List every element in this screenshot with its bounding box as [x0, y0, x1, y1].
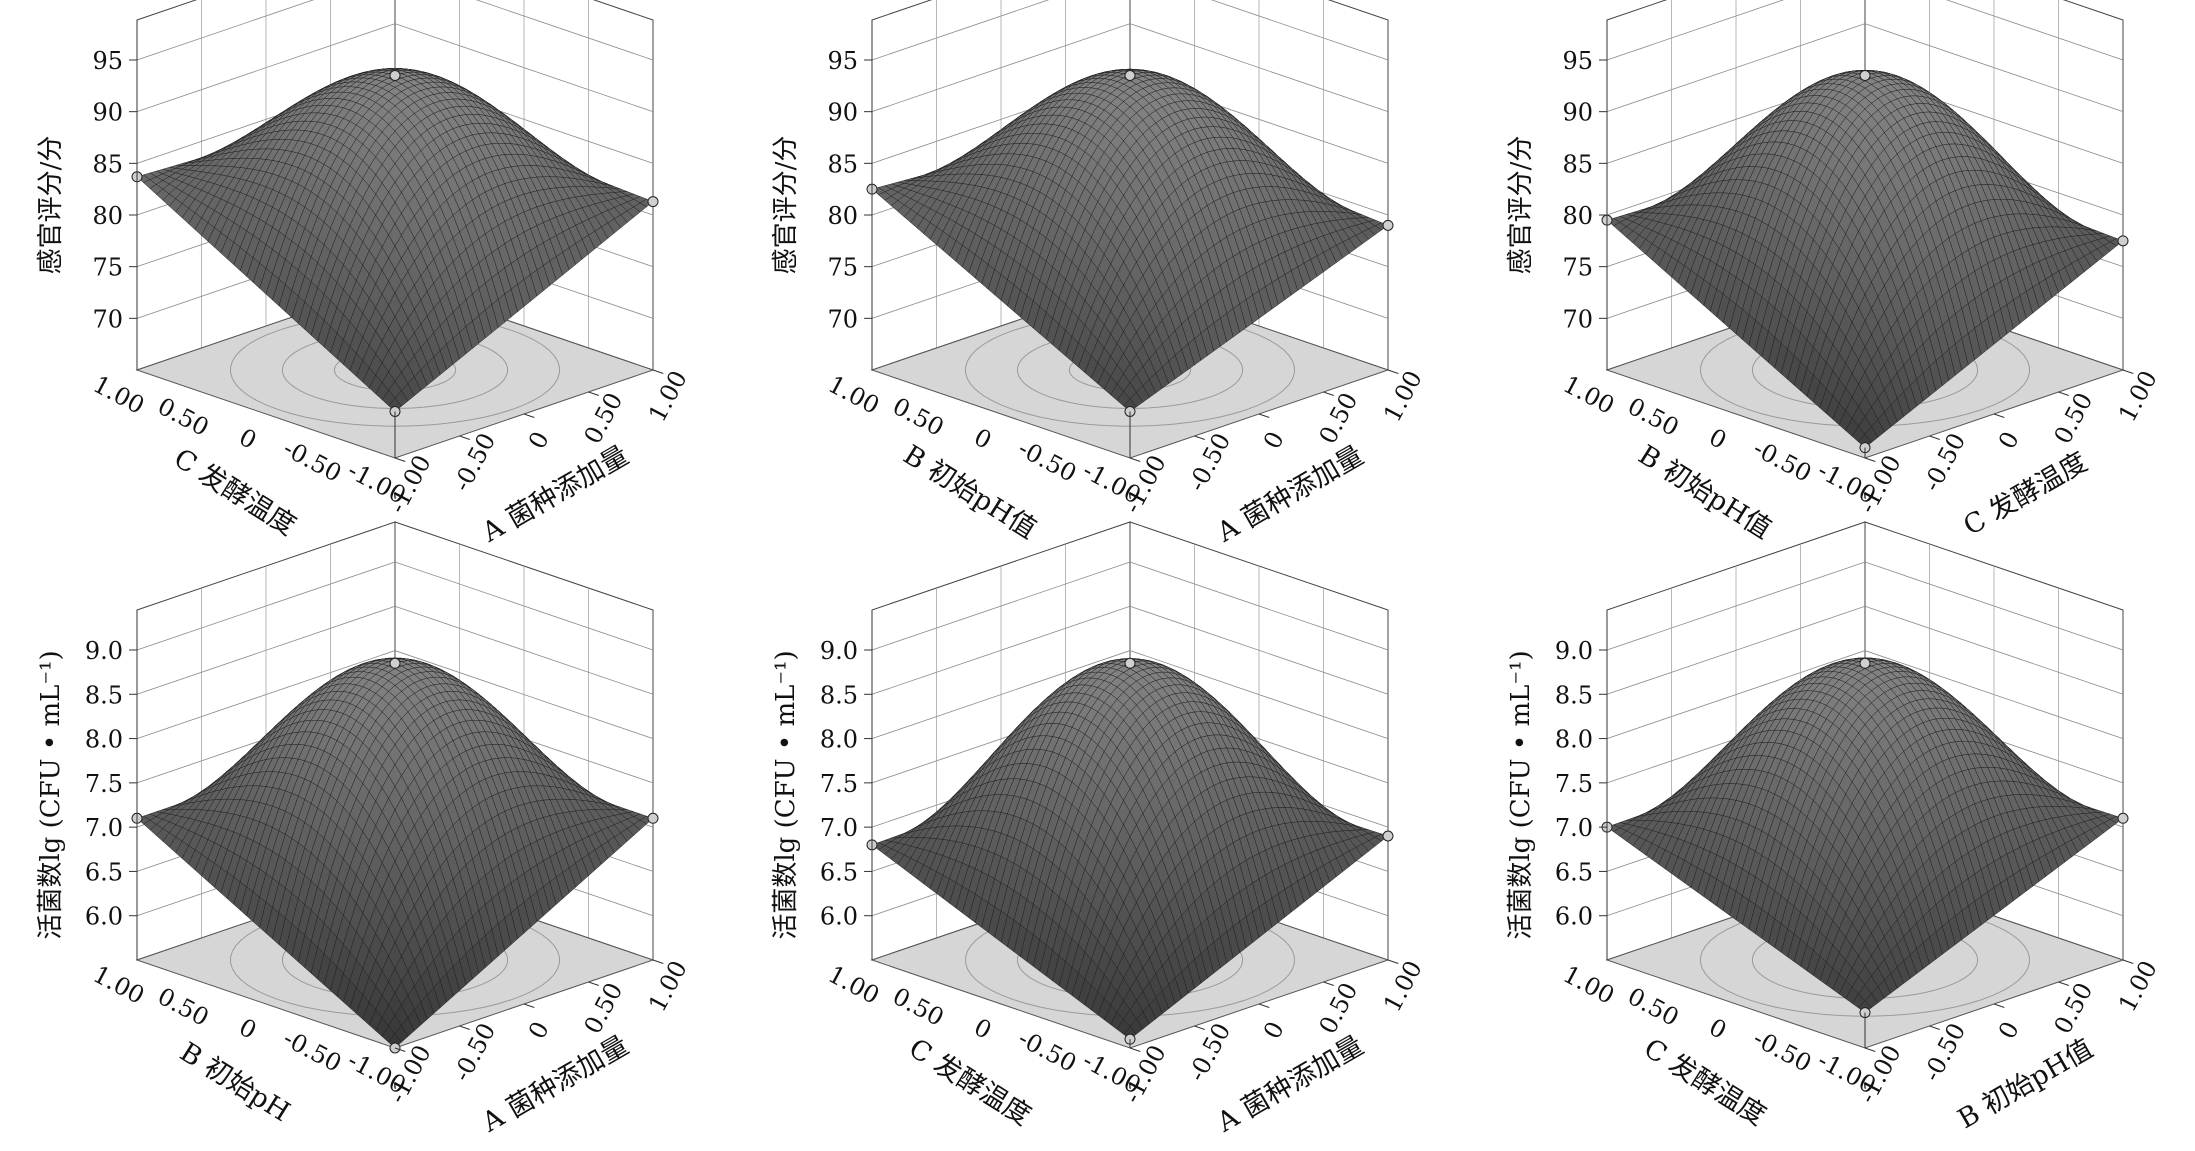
x-tick — [1323, 391, 1334, 396]
z-tick-label: 70 — [1562, 305, 1593, 333]
z-tick-label: 95 — [827, 47, 858, 75]
x-axis-label: A 菌种添加量 — [476, 440, 634, 549]
x-tick-label: 1.00 — [643, 366, 693, 426]
y-tick-label: -1.00 — [1813, 456, 1880, 510]
x-tick — [2122, 369, 2134, 374]
x-tick-label: -0.50 — [1918, 429, 1972, 496]
y-tick-label: 0 — [234, 423, 261, 455]
x-tick — [1864, 457, 1876, 462]
x-axis-label: C 发酵温度 — [1958, 447, 2092, 542]
y-tick-label: 0.50 — [888, 392, 948, 442]
y-tick-label: -0.50 — [1014, 434, 1081, 488]
x-tick — [1993, 413, 2005, 418]
x-tick-label: 0 — [1993, 427, 2025, 454]
y-tick-label: 1.00 — [1559, 370, 1619, 420]
x-tick — [652, 369, 664, 374]
z-tick-label: 90 — [1562, 99, 1593, 127]
floor-contour — [230, 313, 560, 427]
x-tick-label: 0.50 — [2049, 388, 2099, 448]
x-tick — [523, 413, 535, 418]
z-tick-label: 90 — [827, 99, 858, 127]
y-tick-label: -0.50 — [1749, 434, 1816, 488]
x-tick-label: -0.50 — [1183, 429, 1237, 496]
design-point — [1382, 219, 1394, 231]
z-tick-label: 85 — [92, 150, 123, 178]
z-tick-label: 85 — [1562, 150, 1593, 178]
y-tick-label: 0 — [1704, 423, 1731, 455]
x-tick — [1129, 457, 1141, 462]
x-tick — [1194, 435, 1205, 440]
y-tick-label: -1.00 — [1078, 456, 1145, 510]
wall-gridline — [136, 0, 654, 61]
y-tick-label: 1.00 — [89, 370, 149, 420]
response-surface — [136, 68, 654, 412]
x-tick — [1387, 369, 1399, 374]
z-tick-label: 75 — [1562, 254, 1593, 282]
x-tick-label: 1.00 — [2113, 366, 2163, 426]
x-tick — [459, 435, 470, 440]
x-tick — [2058, 391, 2069, 396]
z-tick-label: 90 — [92, 99, 123, 127]
x-tick-label: -0.50 — [448, 429, 502, 496]
y-tick-label: 0.50 — [1623, 392, 1683, 442]
z-tick-label: 70 — [827, 305, 858, 333]
x-tick — [1258, 413, 1270, 418]
floor-contour — [282, 331, 508, 409]
z-tick-label: 70 — [92, 305, 123, 333]
z-tick-label: 80 — [92, 202, 123, 230]
z-axis-label: 感官评分/分 — [36, 136, 66, 275]
x-tick-label: 0.50 — [579, 388, 629, 448]
x-tick — [394, 457, 406, 462]
x-tick-label: 0 — [523, 427, 555, 454]
design-point — [389, 70, 401, 81]
design-point — [2117, 235, 2129, 247]
z-tick-label: 85 — [827, 150, 858, 178]
y-tick-label: 0 — [969, 423, 996, 455]
z-axis-label: 感官评分/分 — [1506, 136, 1536, 275]
y-tick-label: 0.50 — [153, 392, 213, 442]
y-tick-label: 1.00 — [824, 370, 884, 420]
z-tick-label: 80 — [827, 202, 858, 230]
design-point — [1859, 70, 1871, 81]
z-tick-label: 95 — [1562, 47, 1593, 75]
y-tick-label: -1.00 — [343, 456, 410, 510]
wall-gridline — [136, 23, 654, 113]
z-tick-label: 75 — [92, 254, 123, 282]
y-tick-label: -0.50 — [279, 434, 346, 488]
z-tick-label: 80 — [1562, 202, 1593, 230]
z-tick-label: 95 — [92, 47, 123, 75]
x-tick — [1929, 435, 1940, 440]
z-axis-label: 感官评分/分 — [771, 136, 801, 275]
x-tick — [588, 391, 599, 396]
x-tick-label: 1.00 — [1378, 366, 1428, 426]
x-axis-label: A 菌种添加量 — [1211, 440, 1369, 549]
x-tick-label: 0.50 — [1314, 388, 1364, 448]
design-point — [1124, 70, 1136, 81]
z-tick-label: 75 — [827, 254, 858, 282]
x-tick-label: 0 — [1258, 427, 1290, 454]
design-point — [647, 196, 659, 208]
